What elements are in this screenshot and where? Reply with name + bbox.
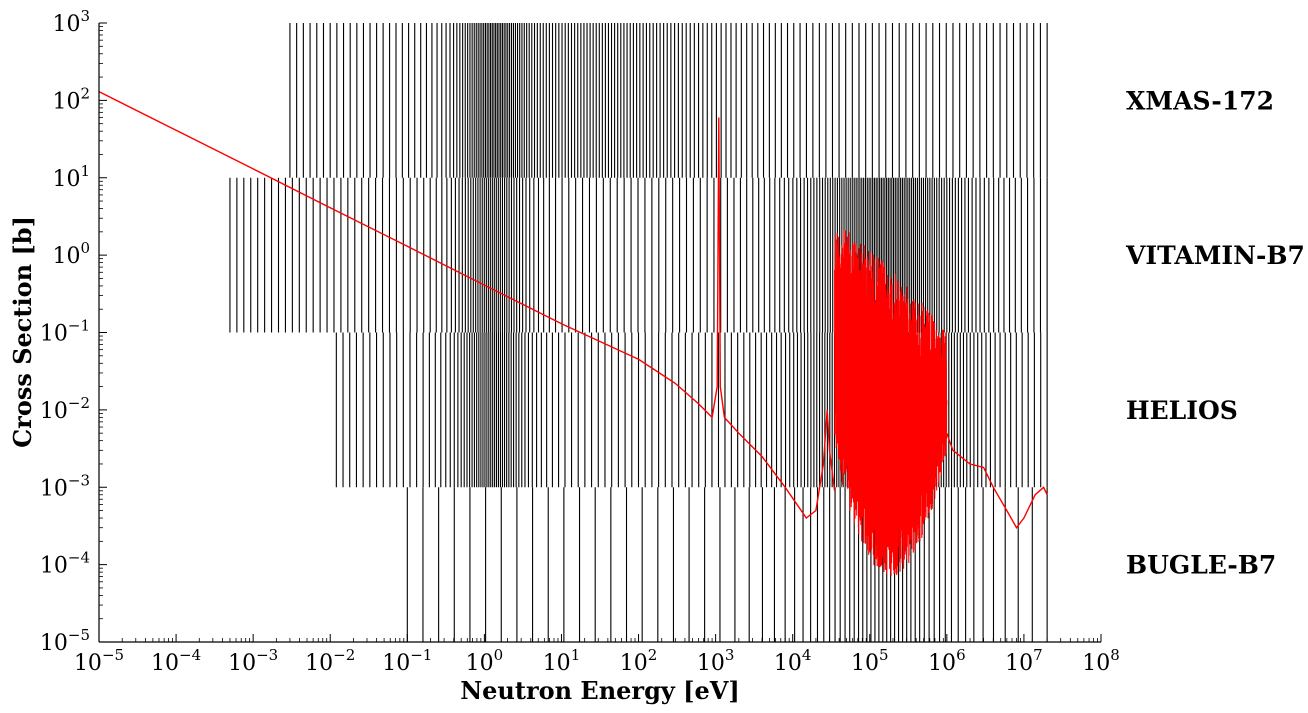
y-tick-label: 10−1 bbox=[40, 317, 90, 347]
y-tick-label: 100 bbox=[52, 239, 90, 269]
cross-section-resonances bbox=[834, 229, 948, 577]
cross-section-line-low bbox=[98, 90, 836, 520]
y-tick-label: 103 bbox=[52, 7, 90, 37]
group-structure-helios bbox=[335, 332, 1048, 488]
axes bbox=[98, 22, 1102, 643]
y-tick-label: 102 bbox=[52, 84, 90, 114]
x-tick-label: 105 bbox=[851, 646, 889, 676]
group-label-xmas-172: XMAS-172 bbox=[1126, 86, 1274, 115]
group-label-vitamin-b7: VITAMIN-B7 bbox=[1125, 241, 1305, 270]
cross-section-series bbox=[98, 90, 1048, 577]
x-axis-tick-labels: 10−5 10−4 10−3 10−2 10−1 100 101 102 103 104 105 10… bbox=[74, 646, 1120, 676]
group-structure-xmas-172 bbox=[289, 23, 1048, 178]
x-tick-label: 104 bbox=[774, 646, 812, 676]
group-boundaries bbox=[229, 23, 1048, 642]
y-tick-label: 101 bbox=[52, 162, 90, 192]
x-tick-label: 100 bbox=[466, 646, 504, 676]
x-tick-label: 102 bbox=[620, 646, 658, 676]
x-tick-label: 10−4 bbox=[151, 646, 201, 676]
y-axis-title: Cross Section [b] bbox=[8, 216, 37, 448]
x-axis-title: Neutron Energy [eV] bbox=[460, 676, 740, 705]
x-tick-label: 10−1 bbox=[382, 646, 432, 676]
group-structure-bugle-b7 bbox=[406, 487, 1048, 642]
group-structure-labels: XMAS-172 VITAMIN-B7 HELIOS BUGLE-B7 bbox=[1125, 86, 1305, 579]
cross-section-line-high bbox=[946, 432, 1048, 529]
x-tick-label: 10−3 bbox=[228, 646, 278, 676]
y-tick-label: 10−5 bbox=[40, 626, 90, 656]
y-tick-label: 10−4 bbox=[40, 549, 90, 579]
x-tick-label: 10−2 bbox=[305, 646, 355, 676]
y-tick-label: 10−2 bbox=[40, 394, 90, 424]
x-tick-label: 108 bbox=[1082, 646, 1120, 676]
x-tick-label: 106 bbox=[928, 646, 966, 676]
x-tick-label: 107 bbox=[1005, 646, 1043, 676]
y-axis-tick-labels: 10−5 10−4 10−3 10−2 10−1 100 101 102 103 bbox=[40, 7, 90, 656]
x-tick-label: 103 bbox=[697, 646, 735, 676]
y-tick-label: 10−3 bbox=[40, 471, 90, 501]
group-label-bugle-b7: BUGLE-B7 bbox=[1126, 551, 1276, 580]
group-label-helios: HELIOS bbox=[1126, 396, 1238, 425]
group-structure-vitamin-b7 bbox=[229, 177, 1048, 333]
x-tick-label: 10−5 bbox=[74, 646, 124, 676]
x-tick-label: 101 bbox=[543, 646, 581, 676]
